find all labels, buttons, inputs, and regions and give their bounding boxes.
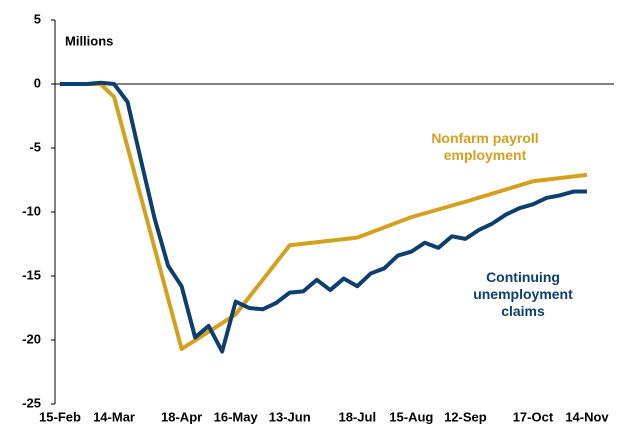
y-tick-label: -5 <box>29 139 41 154</box>
x-tick-label: 13-Jun <box>269 409 311 424</box>
series-line <box>60 82 588 351</box>
y-tick-label: -10 <box>22 203 41 218</box>
y-axis-label: Millions <box>65 33 113 48</box>
y-tick-label: -25 <box>22 395 41 410</box>
series-label: Nonfarm payroll employment <box>431 130 539 163</box>
y-tick-label: 5 <box>34 11 41 26</box>
x-tick-label: 18-Jul <box>338 409 376 424</box>
x-tick-label: 14-Mar <box>93 409 135 424</box>
y-tick-label: -20 <box>22 331 41 346</box>
x-tick-label: 16-May <box>214 409 259 424</box>
x-tick-label: 18-Apr <box>161 409 202 424</box>
x-tick-label: 17-Oct <box>513 409 554 424</box>
x-tick-label: 12-Sep <box>444 409 487 424</box>
series-label: Continuing unemployment claims <box>473 269 573 319</box>
series-line <box>60 80 587 354</box>
x-tick-label: 15-Feb <box>39 409 81 424</box>
x-tick-label: 15-Aug <box>389 409 433 424</box>
y-tick-label: -15 <box>22 267 41 282</box>
x-tick-label: 14-Nov <box>565 409 609 424</box>
y-tick-label: 0 <box>34 75 41 90</box>
